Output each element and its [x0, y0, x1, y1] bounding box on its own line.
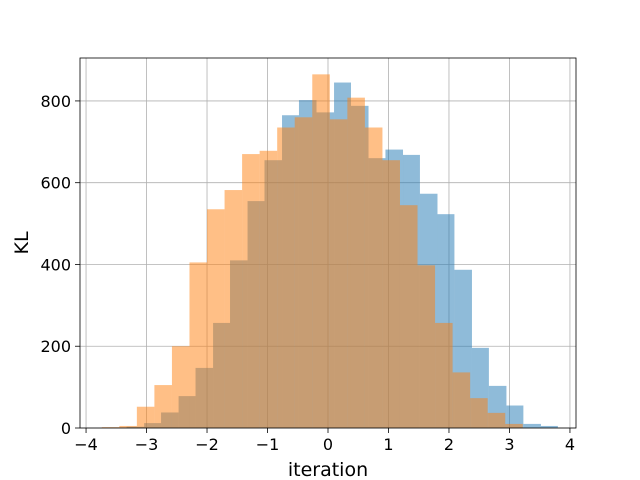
x-tick-label: 1: [383, 435, 393, 454]
histogram-bar: [417, 265, 436, 428]
x-tick-label: 0: [323, 435, 333, 454]
y-tick-label: 800: [40, 92, 71, 111]
y-tick-label: 0: [61, 419, 71, 438]
x-tick-label: −3: [135, 435, 159, 454]
histogram-bar: [277, 127, 295, 429]
histogram-bar: [523, 423, 541, 428]
series-1: [101, 74, 523, 429]
histogram-bar: [470, 398, 488, 428]
histogram-bar: [136, 406, 155, 428]
histogram-bar: [540, 425, 558, 428]
x-tick-label: 4: [565, 435, 575, 454]
histogram-bar: [119, 425, 137, 428]
histogram-bar: [207, 209, 225, 428]
histogram-bar: [399, 205, 418, 428]
histogram-bar: [242, 154, 260, 429]
x-axis-label: iteration: [288, 459, 368, 480]
x-tick-label: −2: [195, 435, 219, 454]
y-tick-label: 200: [40, 337, 71, 356]
histogram-bar: [312, 74, 330, 429]
x-tick-label: −4: [74, 435, 98, 454]
x-tick-label: −1: [256, 435, 280, 454]
histogram-bar: [364, 127, 383, 429]
y-tick-label: 600: [40, 174, 71, 193]
histogram-bar: [506, 405, 524, 428]
histogram-bar: [171, 346, 190, 428]
y-axis-label: KL: [11, 231, 33, 254]
histogram-bar: [435, 322, 453, 428]
axis-ticks: −4 −3 −2 −1 0 1 2 3 4 0 200 400 600 800: [40, 92, 575, 454]
histogram-bar: [189, 262, 208, 428]
histogram-bar: [224, 190, 243, 428]
x-tick-label: 3: [504, 435, 514, 454]
histogram-bar: [487, 412, 506, 428]
histogram-bar: [259, 150, 278, 428]
histogram-bar: [452, 372, 471, 428]
histogram-bars: [101, 74, 558, 429]
histogram-bar: [329, 119, 348, 429]
histogram-bar: [294, 117, 313, 428]
x-tick-label: 2: [444, 435, 454, 454]
y-tick-label: 400: [40, 255, 71, 274]
histogram-bar: [505, 423, 523, 428]
histogram-bar: [101, 427, 120, 428]
histogram-bar: [154, 385, 172, 428]
histogram-bar: [382, 160, 400, 428]
histogram-bar: [347, 97, 365, 428]
